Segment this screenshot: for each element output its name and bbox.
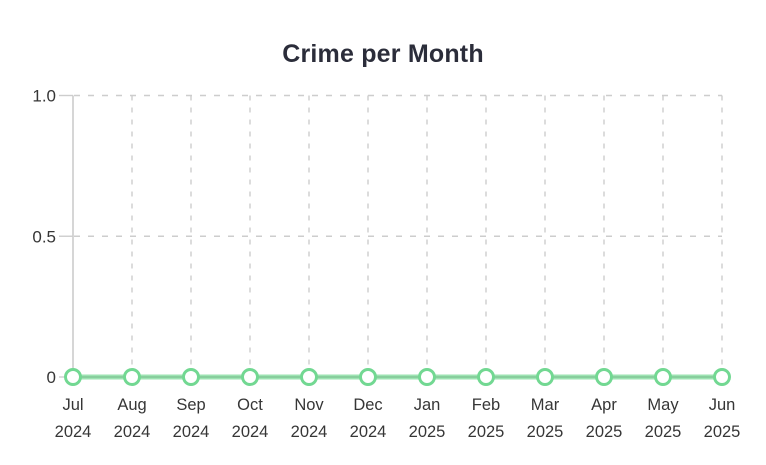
data-point-marker <box>536 368 554 386</box>
x-tick-label-year: 2025 <box>468 423 505 441</box>
data-point-marker <box>713 368 731 386</box>
data-point-marker <box>241 368 259 386</box>
x-tick-label-month: Apr <box>591 396 617 414</box>
x-tick-label-year: 2025 <box>704 423 741 441</box>
y-tick-label: 0.5 <box>32 227 56 246</box>
x-tick-label-month: Aug <box>117 396 146 414</box>
x-tick-label-month: Feb <box>472 396 500 414</box>
x-tick-label-month: Sep <box>176 396 205 414</box>
x-tick-label-year: 2024 <box>55 423 92 441</box>
x-tick-label-year: 2025 <box>645 423 682 441</box>
y-tick-label: 0 <box>47 368 56 387</box>
x-tick-label-month: Jul <box>62 396 83 414</box>
data-point-marker <box>654 368 672 386</box>
x-tick-label-year: 2025 <box>409 423 446 441</box>
x-tick-label-month: Jan <box>414 396 441 414</box>
x-tick-label-year: 2025 <box>586 423 623 441</box>
data-point-marker <box>182 368 200 386</box>
x-tick-label-year: 2024 <box>232 423 269 441</box>
x-tick-label-month: Oct <box>237 396 263 414</box>
x-tick-label-year: 2025 <box>527 423 564 441</box>
x-tick-label-month: Mar <box>531 396 560 414</box>
y-tick-label: 1.0 <box>32 87 56 106</box>
x-tick-label-year: 2024 <box>350 423 387 441</box>
x-tick-label-month: Nov <box>294 396 324 414</box>
x-tick-label-year: 2024 <box>114 423 151 441</box>
chart-title: Crime per Month <box>282 40 484 68</box>
data-point-marker <box>64 368 82 386</box>
data-point-marker <box>595 368 613 386</box>
x-tick-label-month: May <box>647 396 679 414</box>
x-tick-label-year: 2024 <box>291 423 328 441</box>
data-point-marker <box>123 368 141 386</box>
x-tick-label-year: 2024 <box>173 423 210 441</box>
x-tick-label-month: Jun <box>709 396 736 414</box>
x-tick-label-month: Dec <box>353 396 382 414</box>
data-point-marker <box>418 368 436 386</box>
data-point-marker <box>477 368 495 386</box>
data-point-marker <box>300 368 318 386</box>
data-point-marker <box>359 368 377 386</box>
